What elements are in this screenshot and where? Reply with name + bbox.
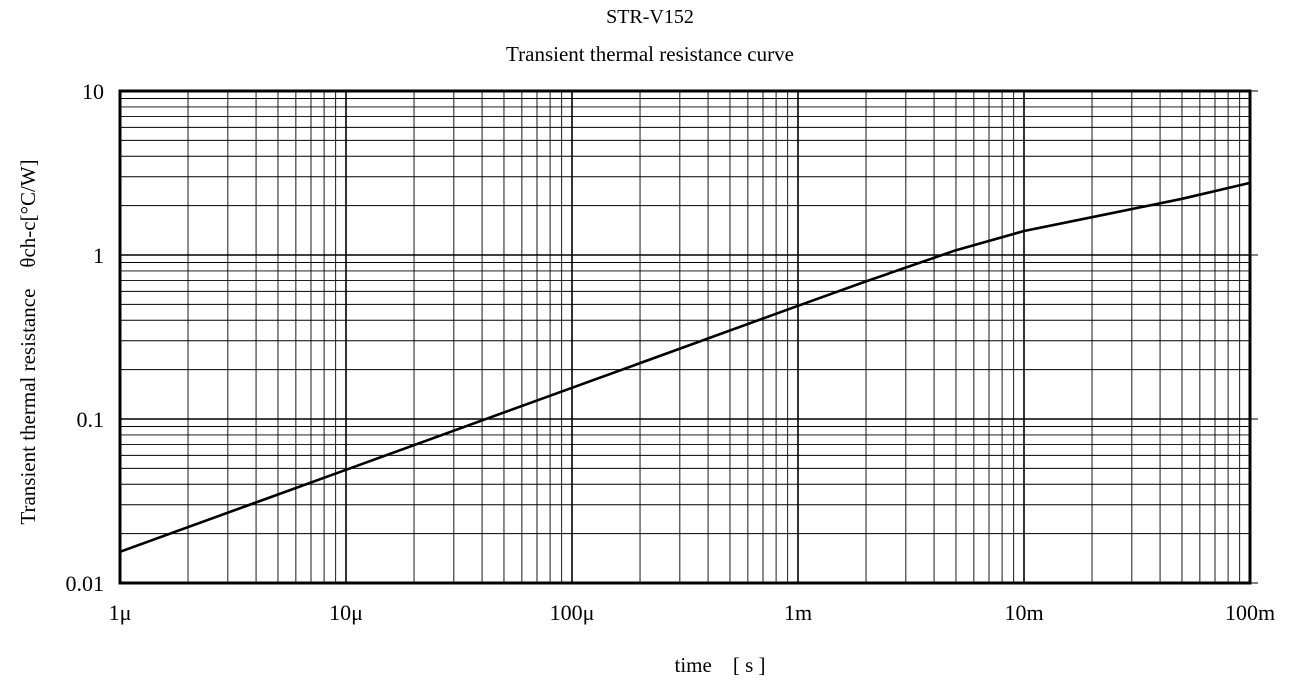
grid-major xyxy=(120,90,1258,584)
x-tick-label: 10m xyxy=(1004,600,1043,625)
x-tick-label: 1μ xyxy=(109,600,132,625)
x-tick-label: 100m xyxy=(1225,600,1275,625)
y-tick-labels: 0.01 0.1 1 10 xyxy=(66,79,105,596)
x-tick-label: 100μ xyxy=(550,600,595,625)
x-tick-label: 10μ xyxy=(329,600,363,625)
chart-subtitle: Transient thermal resistance curve xyxy=(506,42,794,66)
y-tick-label: 0.01 xyxy=(66,571,105,596)
x-axis-label: time [ s ] xyxy=(675,653,766,677)
y-tick-label: 10 xyxy=(82,79,104,104)
y-tick-label: 0.1 xyxy=(77,407,105,432)
chart-title: STR-V152 xyxy=(606,6,694,28)
grid-minor xyxy=(120,91,1250,583)
x-tick-labels: 1μ 10μ 100μ 1m 10m 100m xyxy=(109,600,1275,625)
plot-frame xyxy=(118,89,1252,585)
series-group xyxy=(119,181,1251,554)
y-tick-label: 1 xyxy=(93,243,104,268)
series-line xyxy=(119,181,1251,554)
y-axis-label: Transient thermal resistance θch-c[°C/W] xyxy=(16,159,40,524)
x-tick-label: 1m xyxy=(784,600,812,625)
